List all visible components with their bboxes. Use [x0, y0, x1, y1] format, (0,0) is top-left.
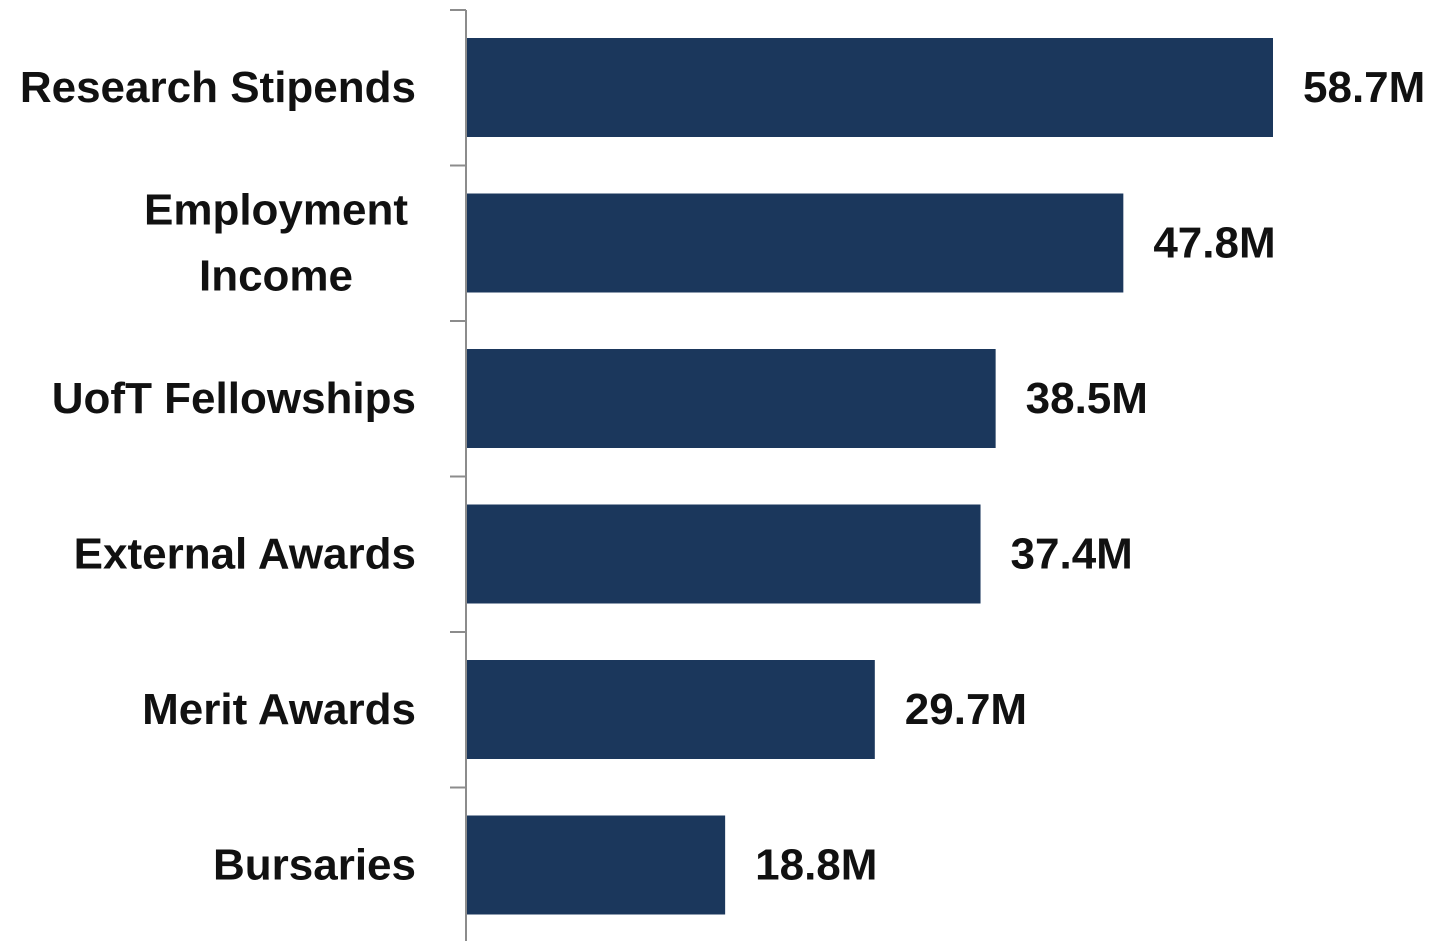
category-label: Bursaries [213, 841, 416, 890]
bar [467, 815, 726, 915]
bar [467, 38, 1273, 137]
bar-value-label: 18.8M [755, 841, 877, 890]
bars-layer [467, 38, 1273, 915]
category-label: Employment Income [144, 186, 408, 301]
bar [467, 660, 875, 759]
bar [467, 193, 1124, 293]
bar-value-label: 58.7M [1303, 63, 1425, 112]
category-label: Merit Awards [142, 685, 416, 734]
category-label: Research Stipends [20, 63, 416, 112]
bar-value-label: 38.5M [1026, 374, 1148, 423]
bar [467, 504, 981, 604]
labels-layer: 58.7M Research Stipends 47.8M Employment Inc… [20, 63, 1425, 890]
category-label: UofT Fellowships [52, 374, 416, 423]
category-label: External Awards [74, 530, 416, 579]
bar-value-label: 29.7M [905, 685, 1027, 734]
bar-value-label: 37.4M [1011, 530, 1133, 579]
bar-value-label: 47.8M [1153, 219, 1275, 268]
y-axis [450, 9, 467, 941]
bar [467, 349, 996, 448]
